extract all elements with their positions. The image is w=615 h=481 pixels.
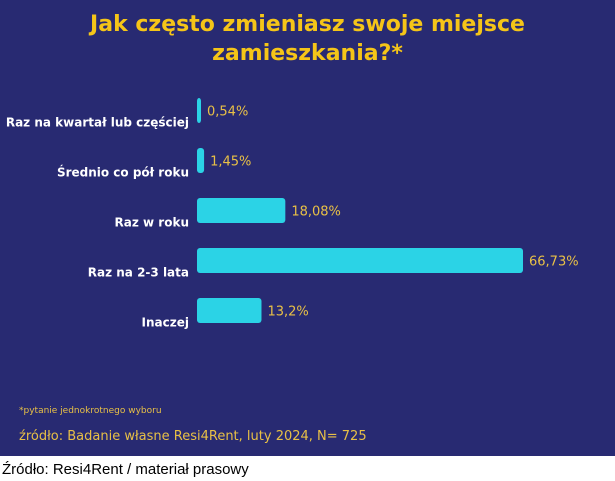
chart-title-line-2: zamieszkania?*: [212, 41, 403, 66]
category-label-0: Raz na kwartał lub częściej: [6, 116, 189, 130]
chart-title: Jak często zmieniasz swoje miejsce zamie…: [0, 10, 615, 68]
category-label-1: Średnio co pół roku: [57, 165, 189, 180]
bar-2: [197, 198, 286, 223]
bar-0: [197, 98, 201, 123]
chart-panel: Jak często zmieniasz swoje miejsce zamie…: [0, 0, 615, 456]
chart-source: źródło: Badanie własne Resi4Rent, luty 2…: [19, 429, 367, 444]
value-label-2: 18,08%: [291, 205, 341, 220]
category-label-2: Raz w roku: [115, 216, 189, 230]
value-label-4: 13,2%: [267, 305, 308, 320]
bar-4: [197, 298, 262, 323]
bar-chart: 0,54% Raz na kwartał lub częściej 1,45% Śre…: [6, 98, 579, 330]
value-label-1: 1,45%: [210, 155, 251, 170]
category-label-4: Inaczej: [142, 316, 189, 330]
footnote: *pytanie jednokrotnego wyboru: [19, 406, 162, 416]
value-label-3: 66,73%: [529, 255, 579, 270]
value-label-0: 0,54%: [207, 105, 248, 120]
bar-1: [197, 148, 205, 173]
category-label-3: Raz na 2-3 lata: [88, 266, 189, 280]
image-caption: Źródło: Resi4Rent / materiał prasowy: [2, 461, 249, 478]
chart-title-line-1: Jak często zmieniasz swoje miejsce: [90, 12, 525, 37]
bar-3: [197, 248, 523, 273]
